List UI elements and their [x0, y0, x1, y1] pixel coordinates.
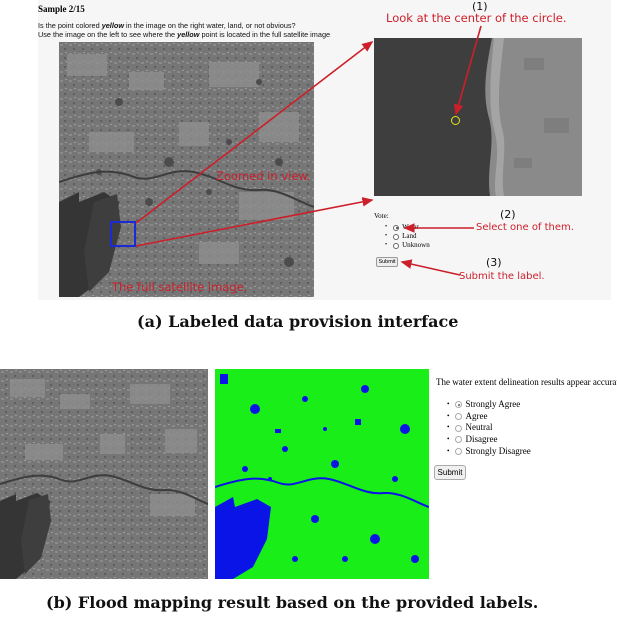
radio-strongly-agree[interactable]	[455, 401, 463, 409]
option-agree[interactable]: • Agree	[447, 410, 488, 421]
radio-neutral[interactable]	[455, 424, 463, 432]
radio-water[interactable]	[393, 224, 400, 231]
option-strongly-disagree[interactable]: • Strongly Disagree	[447, 445, 531, 456]
zoomed-view-label: Zoomed in view.	[216, 169, 311, 183]
annotation-arrows	[135, 25, 482, 276]
arrow-center	[454, 25, 482, 116]
step3-text: Submit the label.	[459, 271, 545, 282]
option-strongly-agree[interactable]: • Strongly Agree	[447, 399, 521, 409]
full-image-label: The full satellite image.	[112, 280, 248, 294]
radio-strongly-disagree[interactable]	[455, 448, 463, 456]
satellite-image	[0, 369, 208, 579]
accuracy-options: • Strongly Agree • Agree • Neutral • Disagre…	[447, 399, 531, 458]
full-satellite-image[interactable]	[59, 42, 314, 297]
selection-box	[110, 221, 136, 247]
instruction-line-1: Is the point colored yellow in the image…	[38, 21, 296, 30]
flood-map-result	[215, 369, 429, 579]
radio-unknown[interactable]	[393, 242, 400, 249]
step2-text: Select one of them.	[476, 222, 574, 233]
step2-number: (2)	[500, 208, 516, 221]
step1-number: (1)	[472, 0, 488, 13]
vote-option-land[interactable]: • Land	[385, 232, 417, 240]
vote-option-unknown[interactable]: • Unknown	[385, 241, 430, 249]
caption-a: (a) Labeled data provision interface	[137, 312, 459, 331]
accuracy-question: The water extent delineation results app…	[436, 377, 617, 387]
arrow-submit	[400, 259, 461, 276]
instruction-line-2: Use the image on the left to see where t…	[38, 30, 331, 39]
sample-counter: Sample 2/15	[38, 4, 85, 14]
radio-land[interactable]	[393, 233, 400, 240]
step3-number: (3)	[486, 256, 502, 269]
caption-b: (b) Flood mapping result based on the pr…	[46, 593, 539, 612]
radio-agree[interactable]	[455, 413, 463, 421]
vote-label: Vote:	[374, 212, 389, 220]
arrow-zoom-top	[135, 41, 374, 224]
radio-disagree[interactable]	[455, 436, 463, 444]
submit-button[interactable]: Submit	[434, 465, 466, 480]
option-neutral[interactable]: • Neutral	[447, 422, 493, 433]
target-point-marker	[451, 116, 460, 125]
zoomed-image[interactable]	[374, 38, 582, 196]
step1-text: Look at the center of the circle.	[386, 11, 567, 25]
option-disagree[interactable]: • Disagree	[447, 434, 498, 445]
arrow-zoom-bottom	[135, 197, 374, 247]
submit-label-button[interactable]: Submit	[376, 257, 398, 267]
